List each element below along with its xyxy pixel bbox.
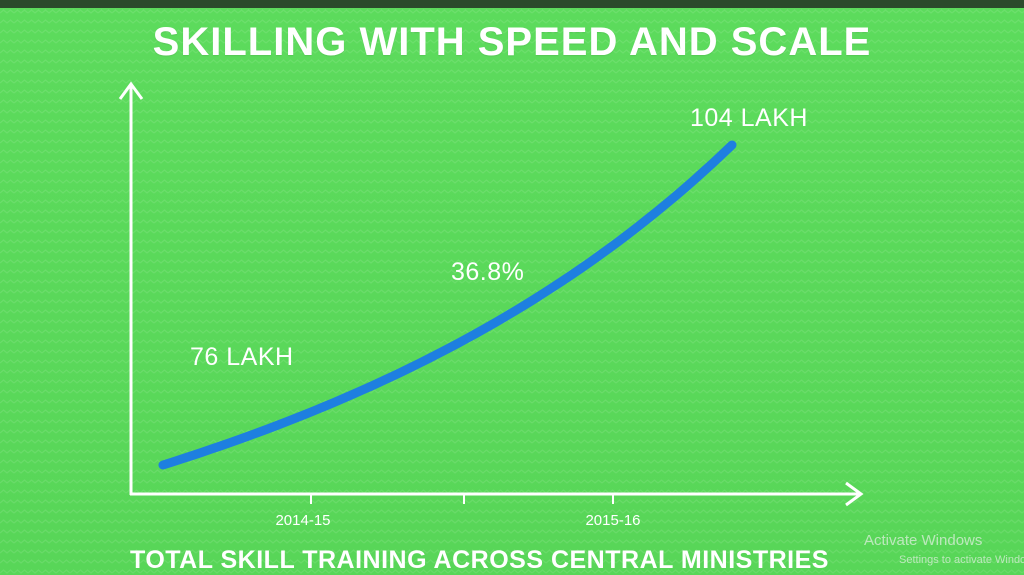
chart-subtitle: TOTAL SKILL TRAINING ACROSS CENTRAL MINI… [130, 546, 829, 574]
x-tick-label-2014-15: 2014-15 [275, 512, 331, 529]
background-pattern [0, 8, 1024, 575]
x-tick-label-2015-16: 2015-16 [585, 512, 641, 529]
y-axis [118, 81, 144, 495]
start-value-label: 76 LAKH [190, 343, 294, 371]
windows-activation-hint: Settings to activate Windows. [899, 554, 1024, 566]
growth-curve [158, 140, 737, 470]
end-value-label: 104 LAKH [690, 104, 808, 132]
page-title: SKILLING WITH SPEED AND SCALE [152, 20, 872, 64]
windows-activation-watermark: Activate Windows [864, 532, 983, 549]
x-axis [130, 481, 864, 507]
growth-percent-label: 36.8% [451, 258, 525, 286]
